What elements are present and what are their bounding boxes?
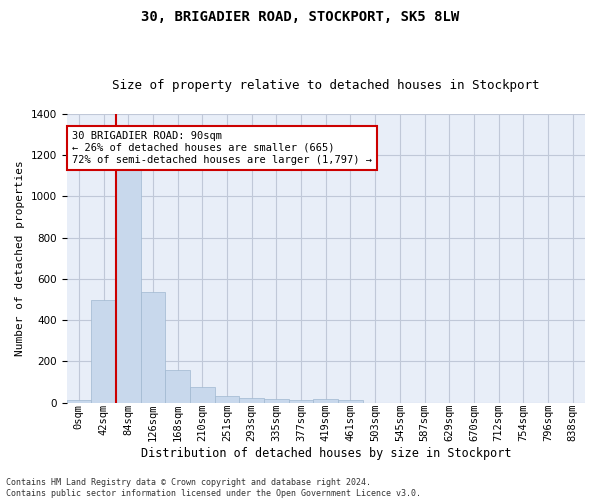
Bar — [67, 400, 91, 402]
Text: 30 BRIGADIER ROAD: 90sqm
← 26% of detached houses are smaller (665)
72% of semi-: 30 BRIGADIER ROAD: 90sqm ← 26% of detach… — [72, 132, 372, 164]
Bar — [239, 398, 264, 402]
Bar — [264, 399, 289, 402]
Bar — [313, 400, 338, 402]
Bar — [116, 147, 140, 403]
Bar — [289, 400, 313, 402]
Title: Size of property relative to detached houses in Stockport: Size of property relative to detached ho… — [112, 79, 539, 92]
Bar — [215, 396, 239, 402]
Bar — [338, 400, 363, 402]
Bar — [165, 370, 190, 402]
Bar — [140, 292, 165, 403]
Y-axis label: Number of detached properties: Number of detached properties — [15, 160, 25, 356]
Bar — [190, 387, 215, 402]
Text: Contains HM Land Registry data © Crown copyright and database right 2024.
Contai: Contains HM Land Registry data © Crown c… — [6, 478, 421, 498]
X-axis label: Distribution of detached houses by size in Stockport: Distribution of detached houses by size … — [140, 447, 511, 460]
Bar — [91, 300, 116, 403]
Text: 30, BRIGADIER ROAD, STOCKPORT, SK5 8LW: 30, BRIGADIER ROAD, STOCKPORT, SK5 8LW — [141, 10, 459, 24]
